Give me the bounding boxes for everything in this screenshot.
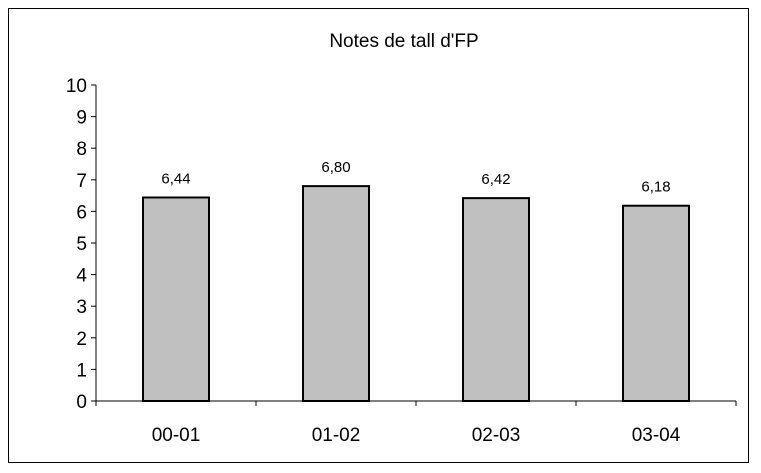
bar-02-03 <box>462 197 530 402</box>
y-axis: 0 1 2 3 4 5 6 7 8 9 10 <box>66 76 97 413</box>
data-labels: 6,44 6,80 6,42 6,18 <box>161 159 670 196</box>
x-axis: 00-01 01-02 02-03 03-04 <box>95 400 737 446</box>
bar-00-01 <box>142 196 210 402</box>
x-tick-label-02-03: 02-03 <box>472 425 521 446</box>
data-label-02-03: 6,42 <box>481 171 510 188</box>
data-label-03-04: 6,18 <box>641 179 670 196</box>
y-tick-label: 3 <box>76 297 87 318</box>
x-tick-label-01-02: 01-02 <box>312 425 361 446</box>
y-tick-label: 6 <box>76 202 87 223</box>
x-tick-label-03-04: 03-04 <box>632 425 681 446</box>
data-label-01-02: 6,80 <box>321 159 350 176</box>
y-tick-label: 7 <box>76 171 87 192</box>
y-tick-label: 2 <box>76 329 87 350</box>
y-tick-label: 5 <box>76 234 87 255</box>
y-tick-label: 8 <box>76 139 87 160</box>
bar-03-04 <box>622 204 690 402</box>
bar-01-02 <box>302 185 370 402</box>
chart-title: Notes de tall d'FP <box>329 31 478 52</box>
bars <box>142 185 690 402</box>
y-tick-label: 1 <box>76 360 87 381</box>
y-tick-label: 4 <box>76 266 87 287</box>
y-tick-label: 9 <box>76 108 87 129</box>
y-tick-label: 10 <box>66 76 87 97</box>
data-label-00-01: 6,44 <box>161 170 190 187</box>
y-tick-label: 0 <box>76 392 87 413</box>
x-tick-label-00-01: 00-01 <box>152 425 201 446</box>
